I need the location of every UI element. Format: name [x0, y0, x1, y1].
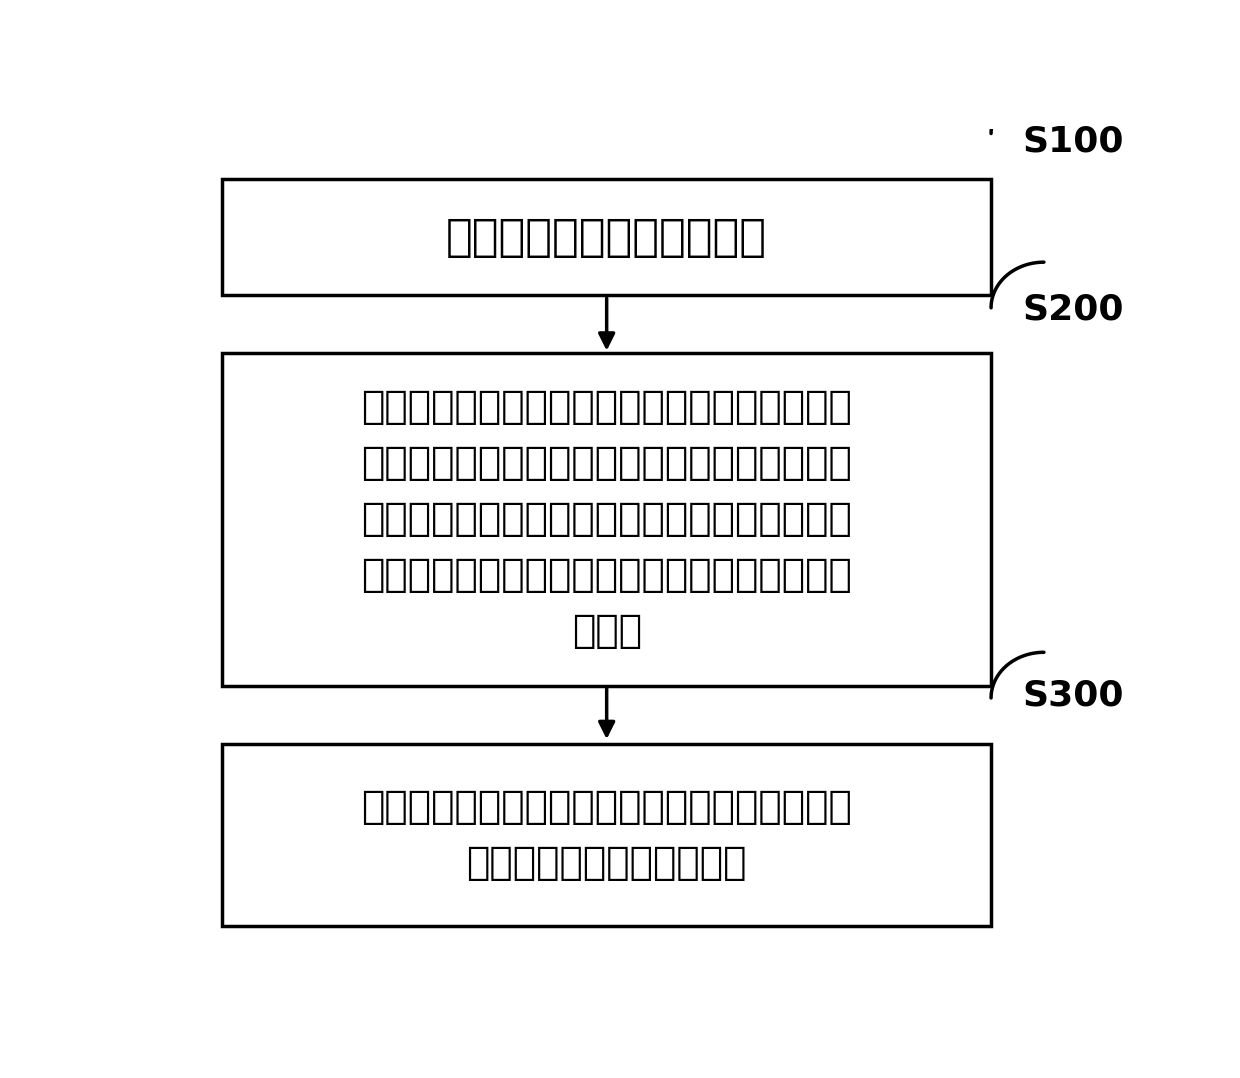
Text: 中控系统将所述集群航点任务发送至所述可调度
的无人机集群的主控无人机: 中控系统将所述集群航点任务发送至所述可调度 的无人机集群的主控无人机 [361, 788, 852, 882]
Text: S200: S200 [1022, 293, 1123, 327]
Text: 中控系统根据集群调度功能需求，从各无人机集
群中选择一可调度的无人机集群，或中控系统根
据集群调度功能需求从多个无人机集群中选择其
中多台或全部无人机，临时组建: 中控系统根据集群调度功能需求，从各无人机集 群中选择一可调度的无人机集群，或中控… [361, 388, 852, 650]
Bar [222, 179, 991, 295]
Bar [222, 744, 991, 926]
Text: S300: S300 [1022, 678, 1123, 713]
Bar [222, 354, 991, 686]
Text: S100: S100 [1022, 124, 1123, 158]
Text: 中控系统获取集群航点任务: 中控系统获取集群航点任务 [446, 216, 768, 259]
